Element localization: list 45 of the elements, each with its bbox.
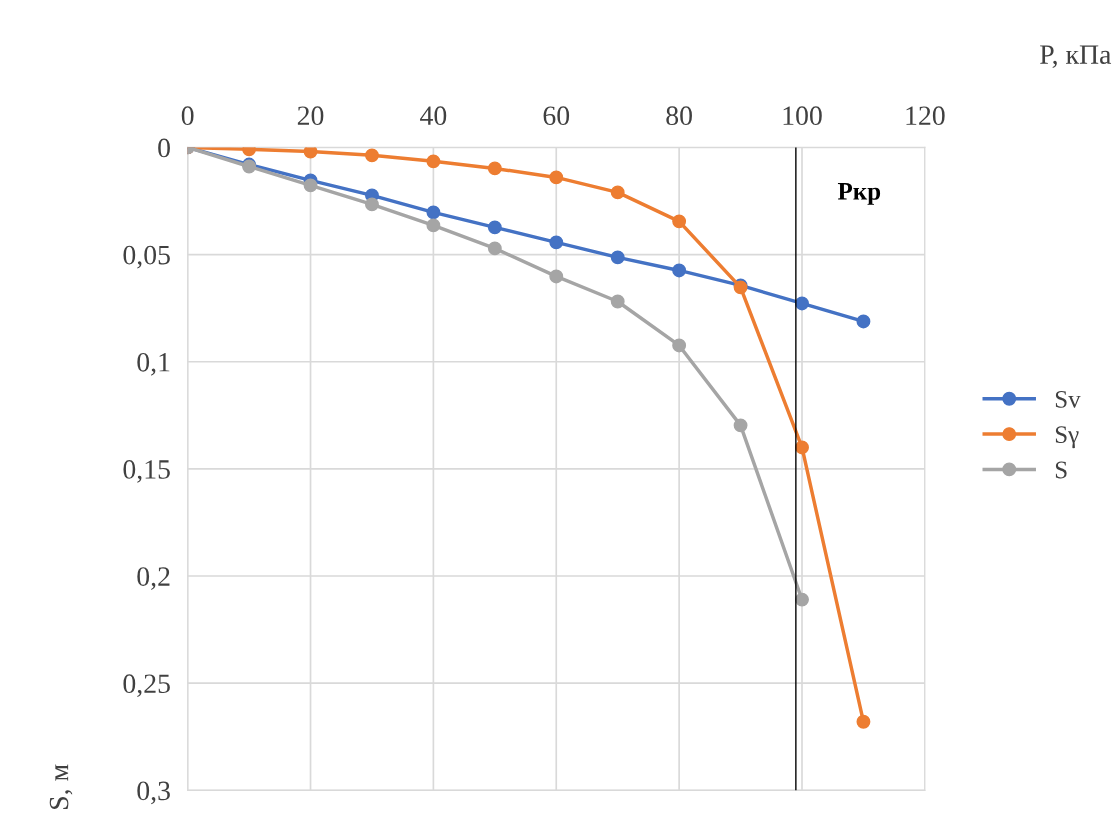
point — [549, 235, 564, 250]
point — [856, 314, 871, 329]
y-tick-label: 0,3 — [137, 781, 170, 805]
point — [610, 185, 625, 200]
point — [733, 418, 748, 433]
point — [487, 241, 502, 256]
point — [365, 197, 379, 212]
x-tick-label: 120 — [906, 106, 945, 126]
x-tick-label: 80 — [666, 106, 692, 126]
point — [426, 154, 441, 169]
x-tick-label: 60 — [543, 106, 570, 126]
point — [795, 592, 809, 607]
legend-label: S — [1055, 461, 1067, 479]
y-tick-label: 0,15 — [123, 460, 170, 483]
x-tick-label: 100 — [783, 106, 822, 126]
ref-line-label: Ркр — [837, 183, 881, 205]
point — [426, 218, 441, 233]
y-tick-label: 0 — [158, 138, 170, 158]
y-tick-label: 0,05 — [123, 245, 170, 269]
point — [487, 220, 502, 235]
point — [549, 269, 564, 284]
point — [487, 161, 502, 176]
point — [672, 338, 687, 353]
x-tick-label: 40 — [420, 106, 447, 126]
point — [795, 440, 809, 455]
point — [856, 714, 871, 729]
point — [672, 263, 687, 278]
y-tick-label: 0,1 — [137, 352, 170, 376]
x-axis-title: P, кПа — [1040, 45, 1112, 68]
point — [549, 170, 564, 185]
legend-label: Sγ — [1055, 426, 1079, 449]
point — [672, 214, 687, 229]
point — [303, 178, 318, 193]
y-tick-label: 0,2 — [137, 567, 170, 590]
point — [610, 250, 625, 265]
y-tick-label: 0,25 — [123, 674, 170, 698]
point — [365, 148, 379, 163]
point — [610, 294, 625, 309]
y-axis-title: S, м — [49, 764, 73, 809]
point — [426, 205, 441, 220]
point — [303, 147, 318, 159]
x-tick-label: 0 — [181, 106, 194, 126]
legend-label: Sv — [1055, 390, 1081, 408]
point — [795, 296, 809, 311]
x-tick-label: 20 — [297, 106, 324, 126]
